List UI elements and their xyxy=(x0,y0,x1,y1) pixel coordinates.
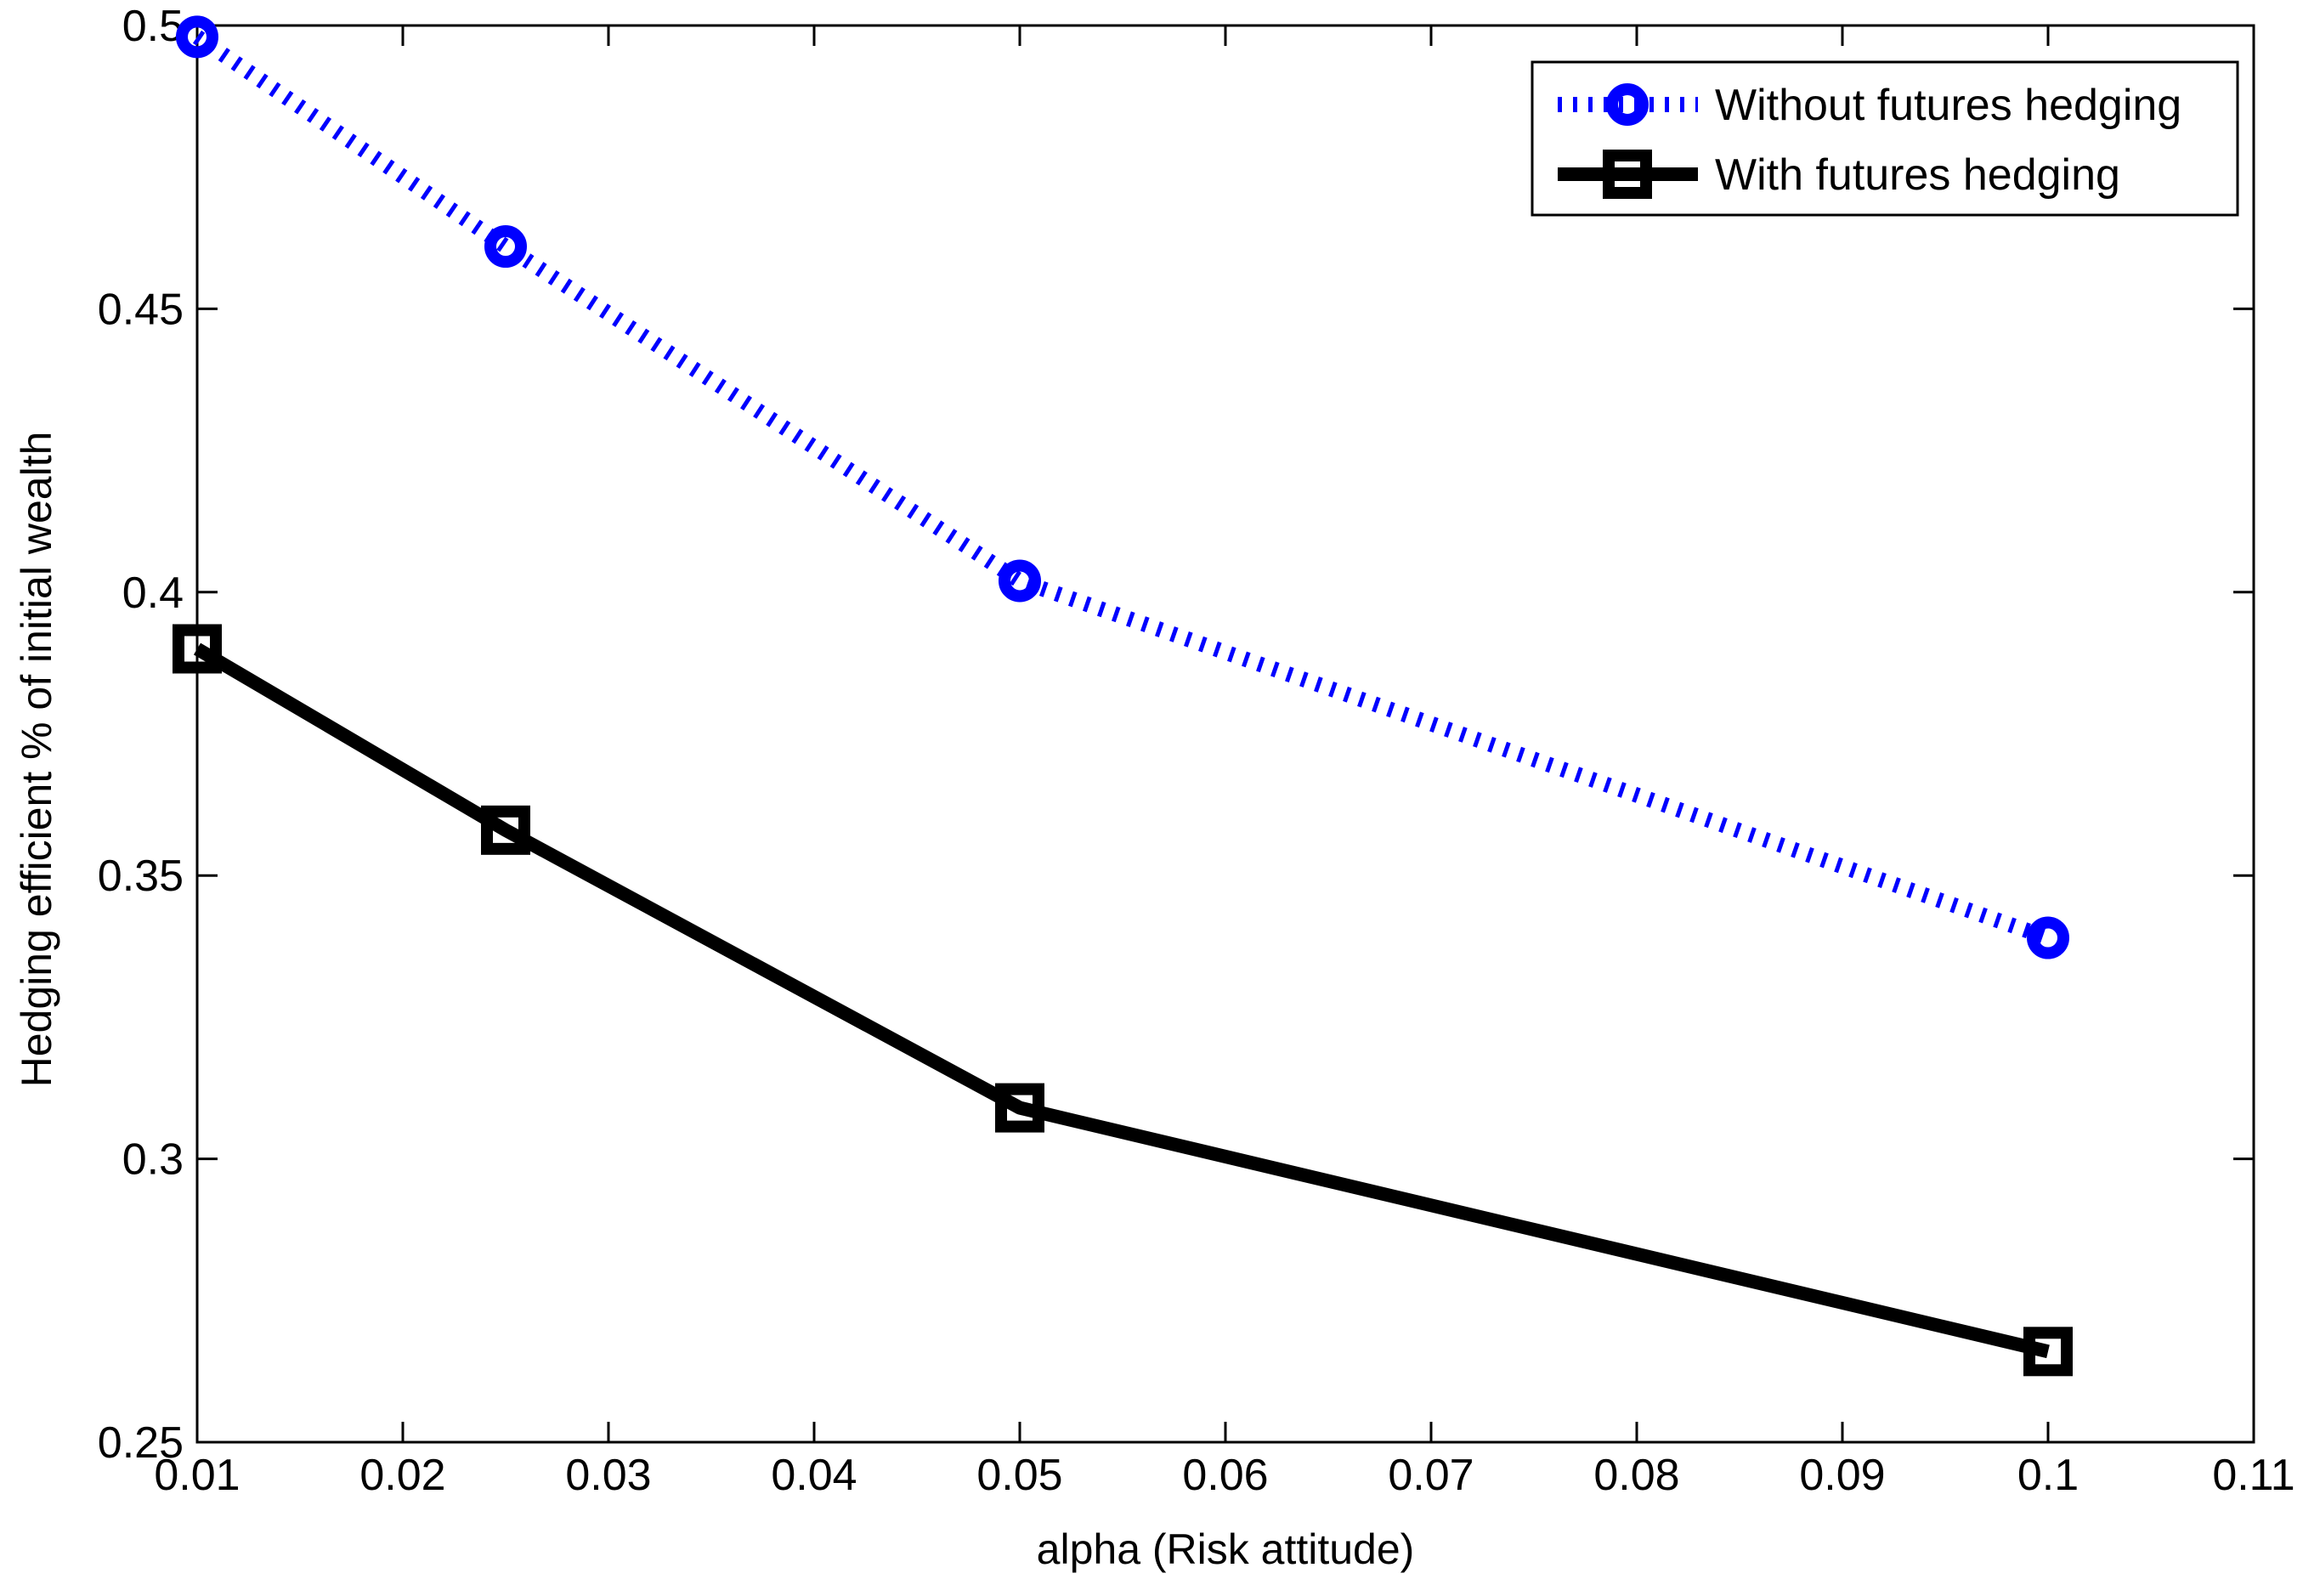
data-point-marker xyxy=(999,559,1041,603)
data-point-marker xyxy=(484,225,527,269)
x-tick-label: 0.08 xyxy=(1593,1451,1679,1500)
legend-entries: Without futures hedging With futures hedg… xyxy=(1558,81,2181,200)
y-tick-label: 0.35 xyxy=(98,852,184,901)
y-tick-label: 0.45 xyxy=(98,285,184,334)
x-tick-label: 0.02 xyxy=(359,1451,445,1500)
x-axis-title: alpha (Risk attitude) xyxy=(1037,1525,1415,1573)
legend-swatch-marker xyxy=(1606,83,1649,126)
x-tick-label: 0.04 xyxy=(771,1451,857,1500)
x-tick-label: 0.07 xyxy=(1388,1451,1474,1500)
data-point-marker xyxy=(481,805,530,855)
series-line xyxy=(193,642,2050,1359)
x-tick-label: 0.05 xyxy=(976,1451,1062,1500)
data-point-marker xyxy=(173,624,222,674)
x-tick-label: 0.06 xyxy=(1182,1451,1268,1500)
x-tick-label: 0.01 xyxy=(154,1451,240,1500)
y-tick-label: 0.5 xyxy=(122,2,184,51)
y-axis-title: Hedging efficient % of initial wealth xyxy=(13,432,60,1088)
legend: Without futures hedging With futures hedg… xyxy=(1531,60,2239,217)
axis-ticks: 0.01 0.02 0.03 0.04 0.05 0.06 0.07 0.08 0.09 0.1 0… xyxy=(98,2,2295,1500)
series-line xyxy=(192,30,2051,946)
data-point-marker xyxy=(2023,1327,2073,1377)
series-layer xyxy=(173,15,2073,1377)
y-tick-label: 0.4 xyxy=(122,569,184,618)
x-tick-label: 0.03 xyxy=(565,1451,651,1500)
legend-entry: Without futures hedging xyxy=(1558,81,2181,130)
x-tick-label: 0.09 xyxy=(1799,1451,1885,1500)
data-point-marker xyxy=(2027,916,2069,959)
legend-label: Without futures hedging xyxy=(1715,81,2181,130)
data-point-marker xyxy=(995,1083,1044,1133)
x-tick-label: 0.1 xyxy=(2017,1451,2079,1500)
plot-area xyxy=(195,24,2255,1444)
y-tick-label: 0.3 xyxy=(122,1135,184,1185)
legend-label: With futures hedging xyxy=(1715,150,2120,200)
y-tick-label: 0.25 xyxy=(98,1418,184,1468)
series-1 xyxy=(173,624,2073,1377)
legend-swatch-marker xyxy=(1603,150,1652,199)
data-point-marker xyxy=(176,15,218,59)
x-tick-label: 0.11 xyxy=(2212,1451,2295,1500)
legend-entry: With futures hedging xyxy=(1558,150,2120,200)
series-0 xyxy=(176,15,2069,959)
